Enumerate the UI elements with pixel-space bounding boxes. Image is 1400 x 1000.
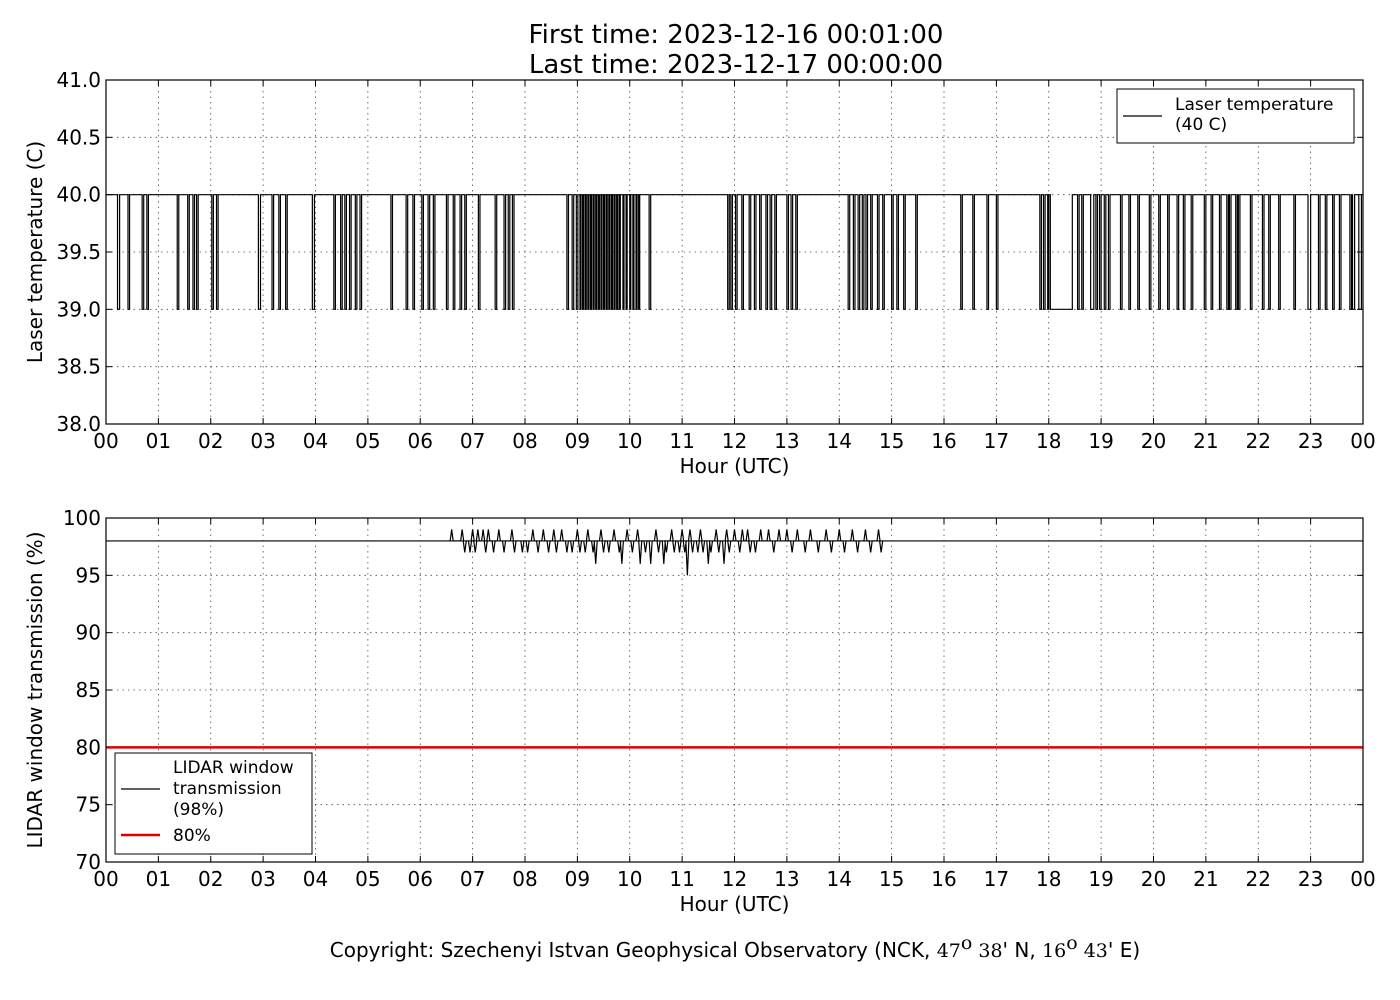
x-tick-label: 10: [617, 867, 642, 891]
y-tick-label: 38.5: [56, 355, 101, 379]
x-tick-label: 16: [931, 867, 956, 891]
x-tick-label: 14: [827, 429, 852, 453]
x-tick-label: 20: [1141, 429, 1166, 453]
legend-label: Laser temperature (40 C): [1175, 95, 1333, 135]
plot-frame: [105, 517, 1364, 863]
x-tick-label: 18: [1036, 867, 1061, 891]
x-tick-label: 11: [669, 429, 694, 453]
x-tick-label: 22: [1246, 429, 1271, 453]
y-tick-label: 41.0: [56, 68, 101, 92]
y-tick-label: 40.0: [56, 183, 101, 207]
x-tick-label: 14: [827, 867, 852, 891]
laser-temperature-series: [106, 194, 1363, 310]
x-tick-label: 09: [565, 429, 590, 453]
x-tick-label: 03: [250, 429, 275, 453]
x-tick-label: 03: [250, 867, 275, 891]
y-tick-label: 85: [76, 678, 101, 702]
x-tick-label: 00: [1350, 867, 1375, 891]
x-tick-label: 01: [146, 429, 171, 453]
y-tick-label: 75: [76, 793, 101, 817]
x-tick-label: 23: [1298, 429, 1323, 453]
x-tick-label: 01: [146, 867, 171, 891]
x-tick-label: 07: [460, 429, 485, 453]
x-tick-label: 00: [1350, 429, 1375, 453]
x-axis-label: Hour (UTC): [680, 892, 790, 916]
x-tick-label: 13: [774, 429, 799, 453]
lidar-transmission-chart: 00 01 02 03 04 05 06 07 08 09 10 11 12 13 14 15 16 17 18 19…: [23, 506, 1376, 916]
y-tick-label: 40.5: [56, 125, 101, 149]
x-tick-label: 04: [303, 429, 328, 453]
x-tick-label: 10: [617, 429, 642, 453]
x-tick-label: 05: [355, 867, 380, 891]
x-tick-label: 08: [512, 867, 537, 891]
plot-frame: [105, 79, 1364, 425]
x-tick-label: 23: [1298, 867, 1323, 891]
laser-temperature-chart: 00 01 02 03 04 05 06 07 08 09 10 11 12 13 14 15 16 17 18 19…: [23, 68, 1376, 478]
x-tick-label: 17: [984, 867, 1009, 891]
y-tick-label: 80: [76, 735, 101, 759]
x-tick-label: 11: [669, 867, 694, 891]
x-tick-label: 21: [1193, 867, 1218, 891]
y-tick-label: 39.0: [56, 297, 101, 321]
x-tick-label: 08: [512, 429, 537, 453]
x-tick-label: 12: [722, 429, 747, 453]
x-tick-label: 00: [93, 867, 118, 891]
x-tick-label: 04: [303, 867, 328, 891]
legend-box: [1116, 88, 1355, 144]
x-tick-label: 15: [879, 429, 904, 453]
x-tick-label: 05: [355, 429, 380, 453]
x-tick-label: 02: [198, 867, 223, 891]
legend: Laser temperature (40 C): [1116, 88, 1355, 144]
x-tick-label: 07: [460, 867, 485, 891]
legend: LIDAR window transmission (98%) 80%: [114, 752, 313, 855]
x-tick-label: 02: [198, 429, 223, 453]
y-axis-label: LIDAR window transmission (%): [23, 532, 47, 849]
title-line-1: First time: 2023-12-16 00:01:00: [529, 20, 944, 50]
x-tick-label: 18: [1036, 429, 1061, 453]
title-line-2: Last time: 2023-12-17 00:00:00: [529, 50, 943, 80]
y-tick-label: 70: [76, 850, 101, 874]
y-tick-label: 90: [76, 621, 101, 645]
x-tick-label: 00: [93, 429, 118, 453]
y-tick-label: 38.0: [56, 412, 101, 436]
x-tick-label: 15: [879, 867, 904, 891]
y-axis-label: Laser temperature (C): [23, 141, 47, 363]
x-tick-label: 13: [774, 867, 799, 891]
x-tick-label: 20: [1141, 867, 1166, 891]
x-tick-label: 12: [722, 867, 747, 891]
legend-label-threshold: 80%: [173, 826, 211, 846]
y-tick-label: 95: [76, 563, 101, 587]
legend-box: [114, 752, 313, 855]
transmission-series: [449, 529, 884, 576]
x-tick-label: 19: [1088, 429, 1113, 453]
x-tick-label: 19: [1088, 867, 1113, 891]
x-tick-label: 21: [1193, 429, 1218, 453]
x-tick-label: 09: [565, 867, 590, 891]
x-tick-label: 06: [408, 429, 433, 453]
x-axis-label: Hour (UTC): [680, 454, 790, 478]
copyright-text: Copyright: Szechenyi Istvan Geophysical …: [330, 932, 1140, 962]
y-tick-label: 100: [63, 506, 101, 530]
x-tick-label: 06: [408, 867, 433, 891]
x-tick-label: 22: [1246, 867, 1271, 891]
y-tick-label: 39.5: [56, 240, 101, 264]
legend-label: LIDAR window transmission (98%): [173, 758, 294, 820]
x-tick-label: 17: [984, 429, 1009, 453]
x-tick-label: 16: [931, 429, 956, 453]
